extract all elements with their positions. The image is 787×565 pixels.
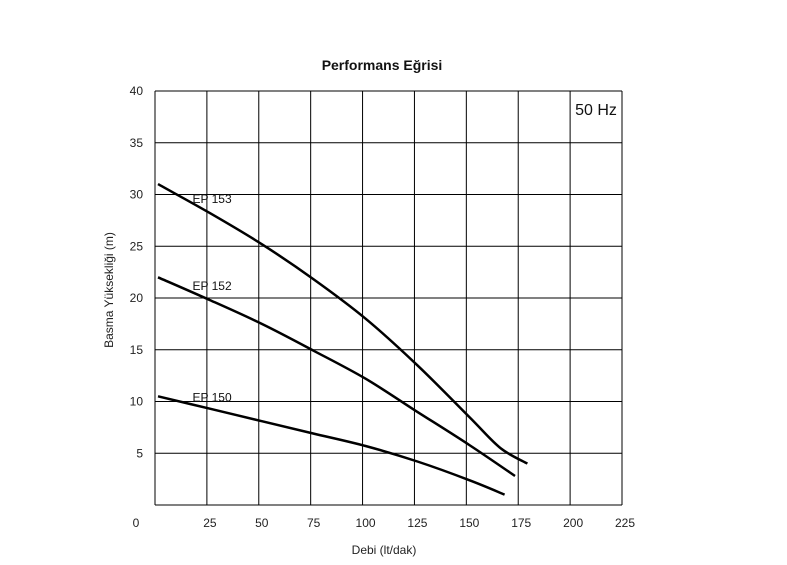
y-tick-label: 25 — [130, 239, 144, 253]
x-tick-label: 225 — [615, 516, 635, 530]
y-tick-label: 30 — [130, 188, 144, 202]
x-tick-label: 125 — [407, 516, 427, 530]
x-axis-label: Debi (lt/dak) — [352, 543, 417, 557]
y-axis-label: Basma Yüksekliği (m) — [102, 232, 116, 348]
series-label: EP 152 — [192, 279, 231, 293]
x-tick-label: 25 — [203, 516, 217, 530]
chart-title: Performans Eğrisi — [322, 57, 443, 73]
x-tick-label: 75 — [307, 516, 321, 530]
frequency-annotation: 50 Hz — [575, 102, 617, 119]
y-tick-label: 10 — [130, 395, 144, 409]
y-tick-label: 40 — [130, 84, 144, 98]
y-tick-labels: 5 10 15 20 25 30 35 40 — [130, 84, 144, 460]
y-tick-label: 20 — [130, 291, 144, 305]
series-curves — [157, 183, 529, 496]
series-line-ep-152 — [157, 276, 516, 478]
series-line-ep-150 — [157, 395, 506, 496]
x-tick-label: 200 — [563, 516, 583, 530]
x-tick-labels: 0 25 50 75 100 125 150 175 200 225 — [133, 516, 636, 530]
x-tick-label: 100 — [356, 516, 376, 530]
chart-grid — [154, 90, 623, 506]
series-line-ep-153 — [157, 183, 529, 465]
y-tick-label: 35 — [130, 136, 144, 150]
y-tick-label: 15 — [130, 343, 144, 357]
series-label: EP 153 — [192, 192, 231, 206]
x-tick-label: 0 — [133, 516, 140, 530]
x-tick-label: 175 — [511, 516, 531, 530]
y-tick-label: 5 — [136, 446, 143, 460]
series-labels: EP 153 EP 152 EP 150 — [192, 192, 231, 405]
x-tick-label: 150 — [459, 516, 479, 530]
x-tick-label: 50 — [255, 516, 269, 530]
series-label: EP 150 — [192, 391, 231, 405]
